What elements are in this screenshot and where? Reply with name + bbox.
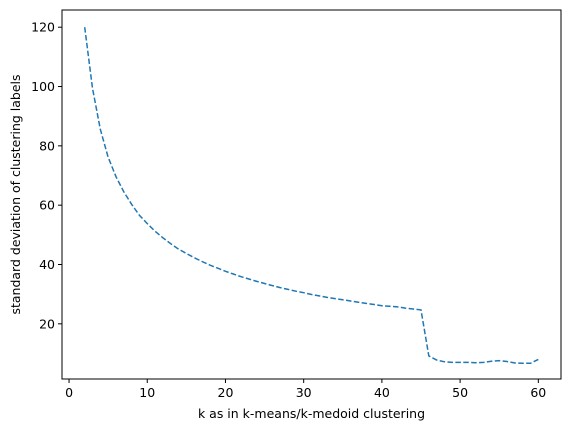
y-tick-label: 60 [39,198,55,213]
y-tick-label: 20 [39,316,55,331]
x-tick-label: 0 [65,385,73,400]
axis-ticks: 0 10 20 30 40 50 60 20 40 60 80 100 120 [31,20,546,400]
x-tick-label: 60 [530,385,546,400]
plot-area-background [62,10,561,379]
series-layer [83,27,539,365]
x-tick-label: 40 [374,385,390,400]
x-axis-label: k as in k-means/k-medoid clustering [198,406,425,421]
x-tick-label: 20 [218,385,234,400]
y-tick-label: 120 [31,20,55,35]
plot-frame [61,9,562,380]
y-axis-label: standard deviation of clustering labels [8,74,23,314]
x-tick-label: 50 [452,385,468,400]
y-tick-label: 80 [39,138,55,153]
y-tick-label: 40 [39,257,55,272]
x-tick-label: 10 [139,385,155,400]
x-tick-label: 30 [296,385,312,400]
series-line [83,27,539,365]
y-tick-label: 100 [31,79,55,94]
